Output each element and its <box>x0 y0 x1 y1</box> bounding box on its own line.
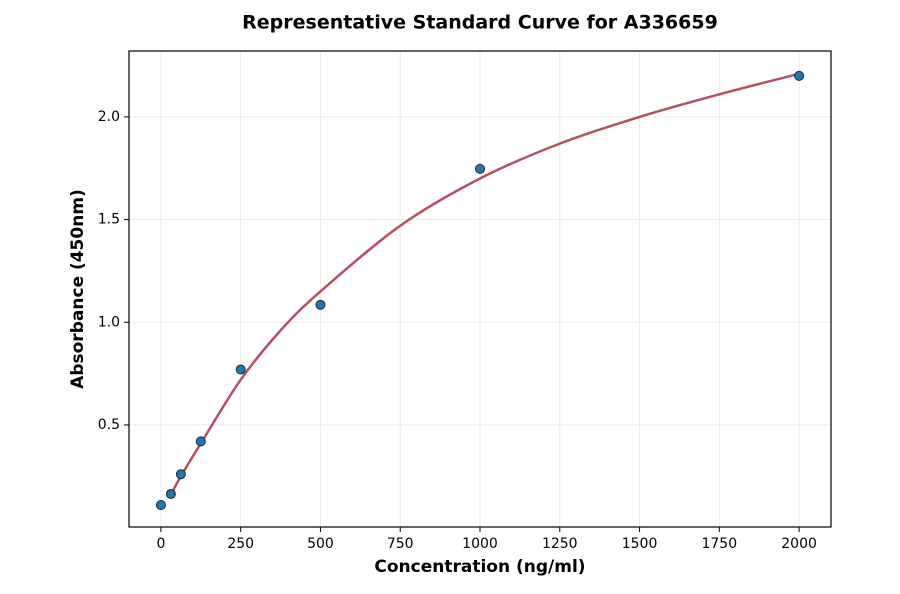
x-tick-label: 500 <box>307 536 334 552</box>
y-tick-label: 1.5 <box>98 212 120 228</box>
data-point <box>165 488 176 499</box>
x-tick-label: 250 <box>227 536 254 552</box>
plot-frame <box>128 50 832 528</box>
x-tick-label: 750 <box>387 536 414 552</box>
fit-curve <box>169 72 800 496</box>
y-axis-label: Absorbance (450nm) <box>68 189 88 389</box>
chart-title: Representative Standard Curve for A33665… <box>242 12 718 34</box>
data-point <box>794 70 805 81</box>
x-tick-label: 1250 <box>542 536 578 552</box>
x-tick-label: 0 <box>156 536 165 552</box>
x-tick-label: 2000 <box>781 536 817 552</box>
data-point <box>475 163 485 174</box>
x-tick-label: 1000 <box>462 536 498 552</box>
y-tick-label: 1.0 <box>98 314 120 330</box>
data-point <box>235 364 246 375</box>
x-tick-label: 1750 <box>701 536 737 552</box>
data-point <box>175 469 186 480</box>
data-point <box>315 299 326 310</box>
data-point <box>155 500 166 511</box>
data-point <box>195 436 206 447</box>
x-axis-label: Concentration (ng/ml) <box>374 557 585 577</box>
y-tick-label: 2.0 <box>98 109 120 125</box>
y-tick-label: 0.5 <box>98 417 120 433</box>
x-tick-label: 1500 <box>622 536 658 552</box>
